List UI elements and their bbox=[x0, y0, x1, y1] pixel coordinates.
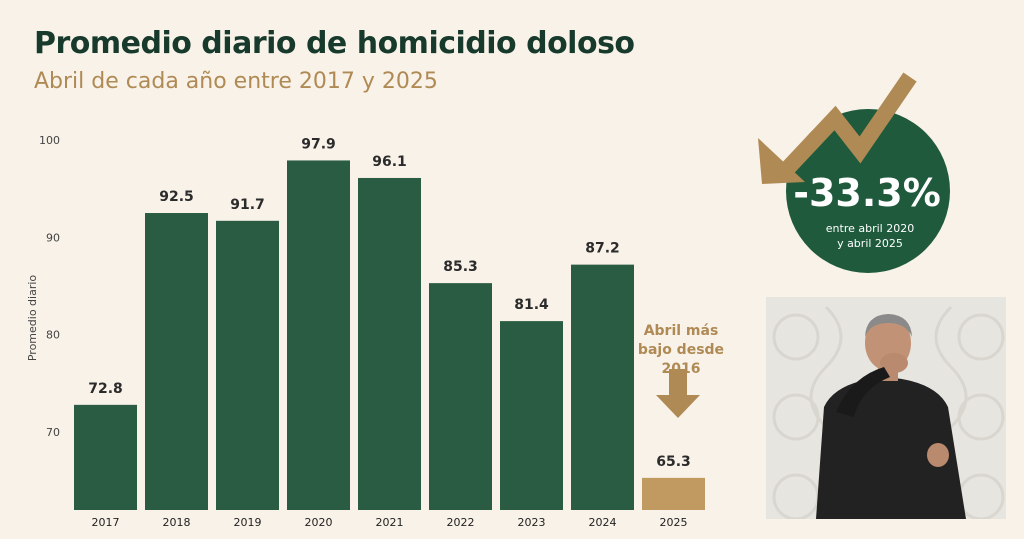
down-arrow-icon bbox=[656, 369, 700, 418]
bar-2024 bbox=[571, 264, 634, 510]
bar-2022 bbox=[429, 283, 492, 510]
bar-2017 bbox=[74, 404, 137, 510]
y-tick-label: 70 bbox=[46, 426, 60, 439]
trend-down-arrow-icon bbox=[758, 72, 917, 184]
value-label: 65.3 bbox=[656, 454, 691, 470]
value-label: 85.3 bbox=[443, 259, 478, 275]
badge-percent: -33.3% bbox=[793, 171, 941, 215]
chart-subtitle: Abril de cada año entre 2017 y 2025 bbox=[34, 69, 438, 94]
annotation-note: Abril más bajo desde 2016 bbox=[637, 323, 725, 377]
bar-2021 bbox=[358, 177, 421, 510]
badge-circle bbox=[786, 109, 950, 273]
x-tick-label: 2020 bbox=[305, 516, 333, 529]
y-axis-tick-labels: 70 80 90 100 bbox=[39, 134, 60, 439]
value-label: 87.2 bbox=[585, 241, 620, 257]
value-labels: 72.8 92.5 91.7 97.9 96.1 85.3 81.4 87.2 65.3 bbox=[88, 136, 691, 469]
value-label: 92.5 bbox=[159, 189, 194, 205]
value-label: 91.7 bbox=[230, 197, 265, 213]
value-label: 97.9 bbox=[301, 136, 336, 152]
x-tick-label: 2022 bbox=[447, 516, 475, 529]
x-tick-label: 2024 bbox=[589, 516, 617, 529]
x-tick-label: 2023 bbox=[518, 516, 546, 529]
chart-title: Promedio diario de homicidio doloso bbox=[34, 26, 635, 61]
y-tick-label: 90 bbox=[46, 231, 60, 244]
bar-2020 bbox=[287, 160, 350, 510]
interpreter-image bbox=[766, 297, 1006, 519]
value-label: 81.4 bbox=[514, 297, 549, 313]
reduction-badge: -33.3% entre abril 2020 y abril 2025 bbox=[758, 72, 950, 273]
value-label: 72.8 bbox=[88, 381, 123, 397]
value-label: 96.1 bbox=[372, 154, 407, 170]
y-tick-label: 80 bbox=[46, 329, 60, 342]
y-axis-label: Promedio diario bbox=[26, 275, 39, 362]
bar-2019 bbox=[216, 220, 279, 510]
x-tick-label: 2019 bbox=[234, 516, 262, 529]
x-tick-label: 2021 bbox=[376, 516, 404, 529]
bar-2023 bbox=[500, 321, 563, 510]
y-tick-label: 100 bbox=[39, 134, 60, 147]
x-tick-label: 2017 bbox=[92, 516, 120, 529]
bars bbox=[74, 160, 705, 511]
badge-line2: y abril 2025 bbox=[837, 237, 903, 250]
x-tick-label: 2025 bbox=[660, 516, 688, 529]
sign-language-interpreter-video bbox=[766, 297, 1006, 519]
bar-2018 bbox=[145, 213, 208, 511]
x-tick-label: 2018 bbox=[163, 516, 191, 529]
badge-line1: entre abril 2020 bbox=[826, 222, 914, 235]
x-axis-tick-labels: 2017 2018 2019 2020 2021 2022 2023 2024 2025 bbox=[92, 516, 688, 529]
bar-2025 bbox=[642, 477, 705, 510]
